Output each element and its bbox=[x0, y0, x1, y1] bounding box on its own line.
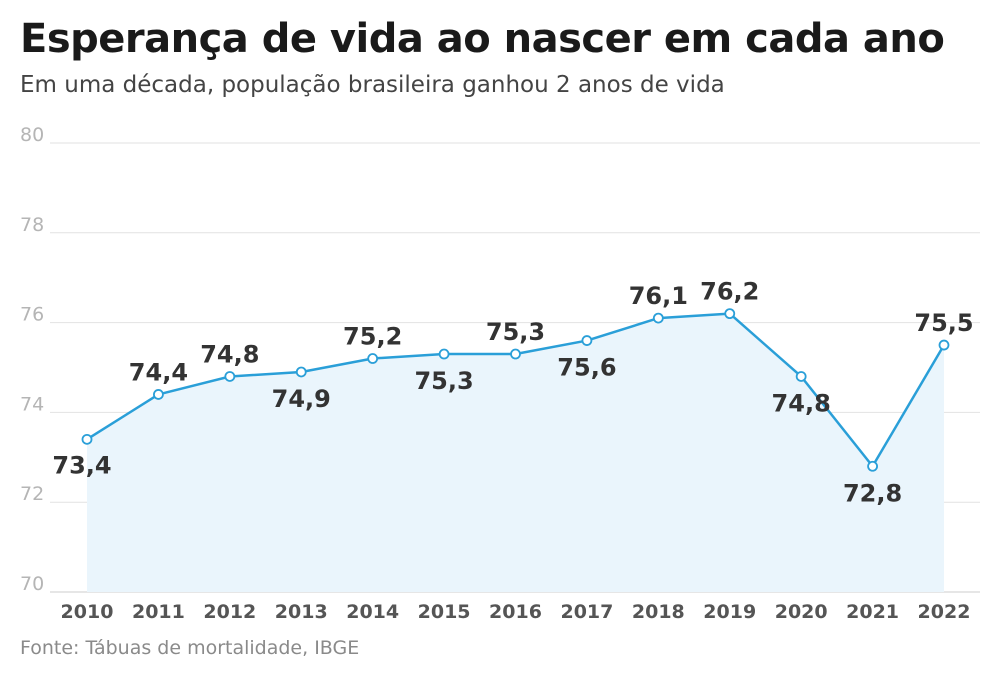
x-tick-label-2017: 2017 bbox=[560, 601, 613, 623]
x-tick-label-2022: 2022 bbox=[918, 601, 971, 623]
data-label-2012: 74,8 bbox=[200, 340, 259, 368]
chart-title: Esperança de vida ao nascer em cada ano bbox=[20, 16, 945, 62]
data-labels: 73,4 74,4 74,8 74,9 75,2 75,3 75,3 75,6 76,1 76,2… bbox=[52, 278, 973, 508]
data-point-2017 bbox=[581, 335, 593, 346]
x-tick-label-2021: 2021 bbox=[846, 601, 899, 623]
data-label-2021: 72,8 bbox=[843, 479, 902, 507]
data-point-2021 bbox=[867, 460, 878, 472]
data-label-2019: 76,2 bbox=[700, 278, 759, 306]
data-point-2013 bbox=[295, 366, 307, 378]
data-point-2012 bbox=[224, 371, 236, 382]
data-point-2010 bbox=[81, 433, 93, 445]
x-axis-ticks: 2010 2011 2012 2013 2014 2015 2016 2017 2018 2019… bbox=[61, 601, 971, 623]
source-note: Fonte: Tábuas de mortalidade, IBGE bbox=[20, 637, 360, 659]
data-point-2014 bbox=[367, 353, 379, 364]
x-tick-label-2015: 2015 bbox=[418, 601, 471, 623]
y-tick-label-70: 70 bbox=[20, 573, 44, 595]
x-tick-label-2011: 2011 bbox=[132, 601, 185, 623]
data-label-2011: 74,4 bbox=[129, 358, 188, 386]
data-label-2016: 75,3 bbox=[486, 318, 545, 346]
data-label-2010: 73,4 bbox=[52, 451, 111, 479]
data-label-2013: 74,9 bbox=[272, 385, 331, 413]
x-tick-label-2019: 2019 bbox=[703, 601, 756, 623]
x-tick-label-2016: 2016 bbox=[489, 601, 542, 623]
x-tick-label-2013: 2013 bbox=[275, 601, 328, 623]
data-point-2018 bbox=[652, 312, 664, 324]
data-point-2019 bbox=[724, 308, 736, 320]
data-label-2018: 76,1 bbox=[629, 282, 688, 310]
x-tick-label-2012: 2012 bbox=[203, 601, 256, 623]
x-tick-label-2020: 2020 bbox=[775, 601, 828, 623]
y-tick-label-78: 78 bbox=[20, 214, 44, 236]
area-shape bbox=[87, 313, 944, 592]
data-label-2017: 75,6 bbox=[557, 354, 616, 382]
x-tick-label-2010: 2010 bbox=[61, 601, 114, 623]
data-label-2020: 74,8 bbox=[772, 389, 831, 417]
x-tick-label-2018: 2018 bbox=[632, 601, 685, 623]
y-axis-ticks: 70 72 74 76 78 80 bbox=[20, 124, 44, 595]
y-tick-label-80: 80 bbox=[20, 124, 44, 146]
data-point-2011 bbox=[153, 389, 164, 400]
y-tick-label-76: 76 bbox=[20, 304, 44, 326]
data-label-2015: 75,3 bbox=[414, 367, 473, 395]
x-tick-label-2014: 2014 bbox=[346, 601, 399, 623]
chart-subtitle: Em uma década, população brasileira ganh… bbox=[20, 72, 725, 98]
y-tick-label-74: 74 bbox=[20, 393, 44, 415]
data-label-2022: 75,5 bbox=[914, 309, 973, 337]
data-point-2015 bbox=[438, 348, 450, 360]
data-label-2014: 75,2 bbox=[343, 323, 402, 351]
data-point-2022 bbox=[938, 339, 950, 351]
area-fill bbox=[87, 313, 944, 592]
data-point-2016 bbox=[510, 348, 521, 360]
data-points bbox=[81, 308, 950, 472]
y-tick-label-72: 72 bbox=[20, 483, 44, 505]
data-point-2020 bbox=[795, 371, 807, 382]
